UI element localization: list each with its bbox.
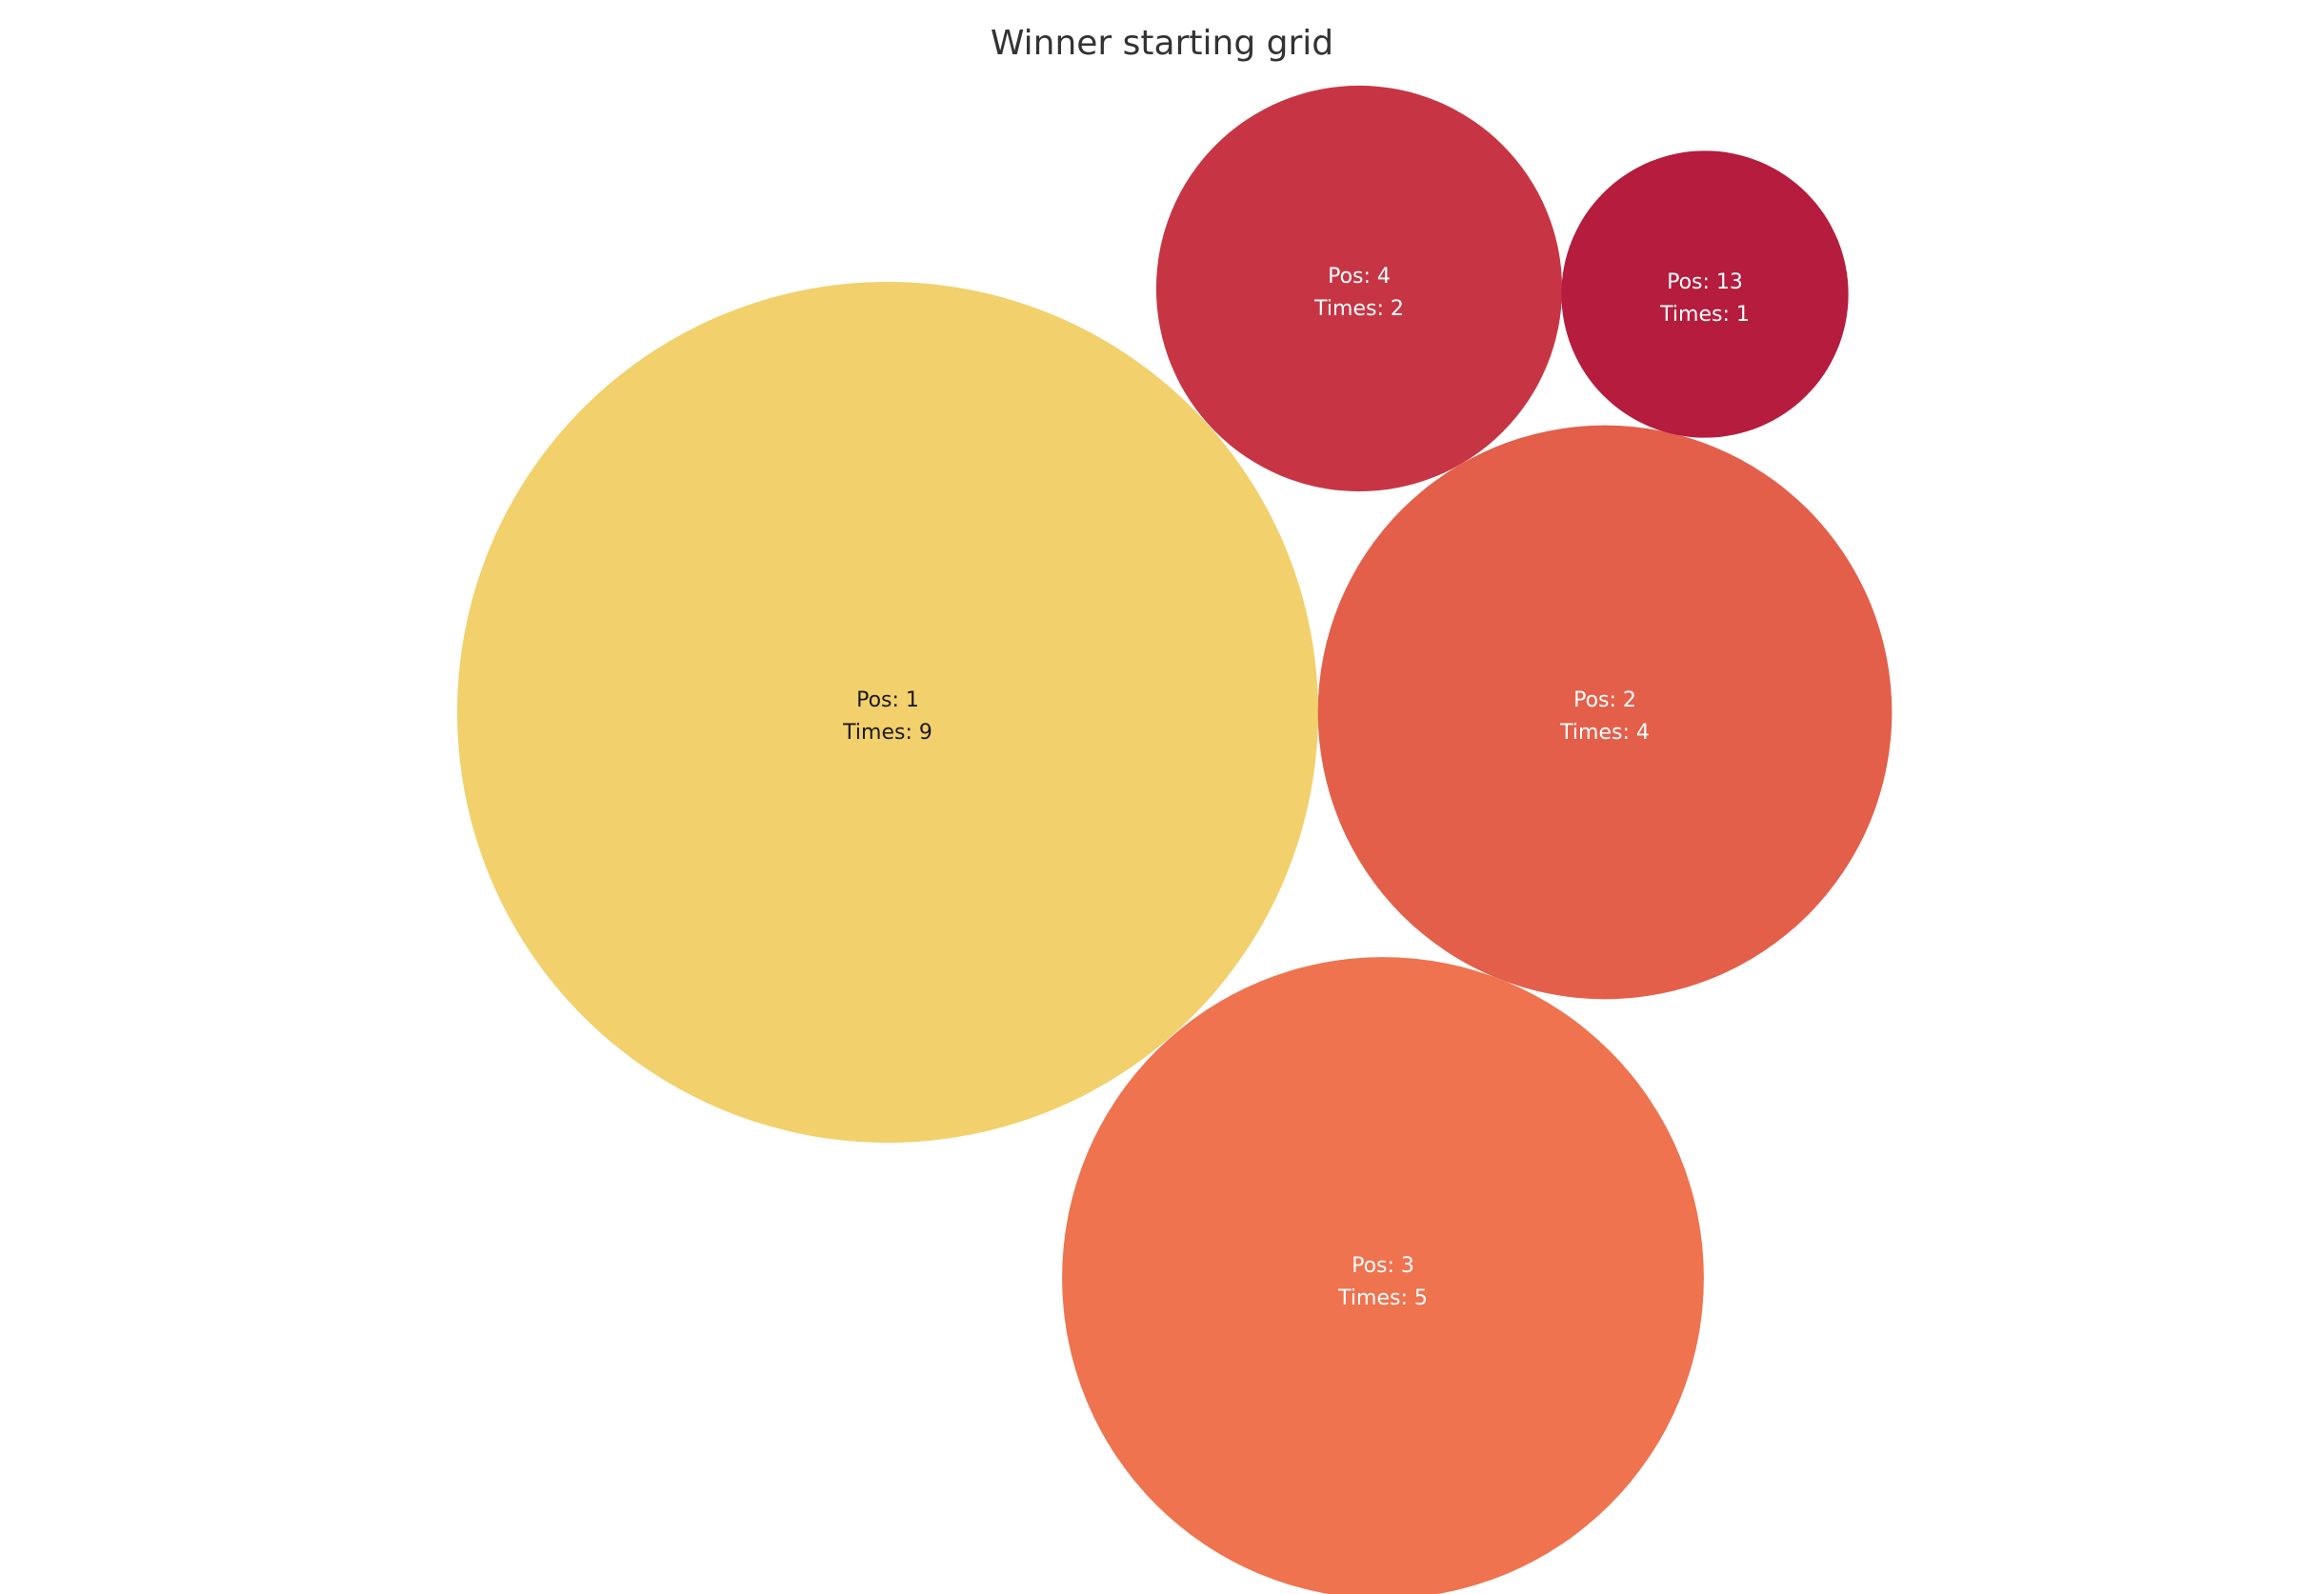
bubble-times-label: Times: 9 [842, 721, 932, 745]
bubble-pos-label: Pos: 1 [856, 688, 919, 712]
bubble-times-label: Times: 4 [1559, 721, 1650, 745]
bubble-circle[interactable] [1561, 150, 1849, 438]
bubble-pos-13[interactable]: Pos: 13 Times: 1 [1561, 150, 1849, 438]
bubble-times-label: Times: 2 [1313, 297, 1404, 321]
bubble-circle[interactable] [1155, 85, 1563, 492]
bubble-pos-label: Pos: 4 [1328, 265, 1391, 289]
bubble-pos-2[interactable]: Pos: 2 Times: 4 [1317, 425, 1893, 1000]
bubble-circle[interactable] [457, 282, 1318, 1143]
bubble-times-label: Times: 5 [1337, 1286, 1428, 1310]
chart-title: Winner starting grid [990, 24, 1334, 63]
bubble-circle[interactable] [1317, 425, 1893, 1000]
bubble-pos-4[interactable]: Pos: 4 Times: 2 [1155, 85, 1563, 492]
bubble-pos-label: Pos: 3 [1352, 1254, 1414, 1278]
bubble-circle[interactable] [1062, 957, 1704, 1594]
bubble-pos-3[interactable]: Pos: 3 Times: 5 [1062, 957, 1704, 1594]
bubble-pos-label: Pos: 2 [1573, 688, 1636, 712]
bubble-pos-1[interactable]: Pos: 1 Times: 9 [457, 282, 1318, 1143]
bubble-times-label: Times: 1 [1659, 303, 1750, 327]
bubble-pos-label: Pos: 13 [1667, 270, 1743, 294]
